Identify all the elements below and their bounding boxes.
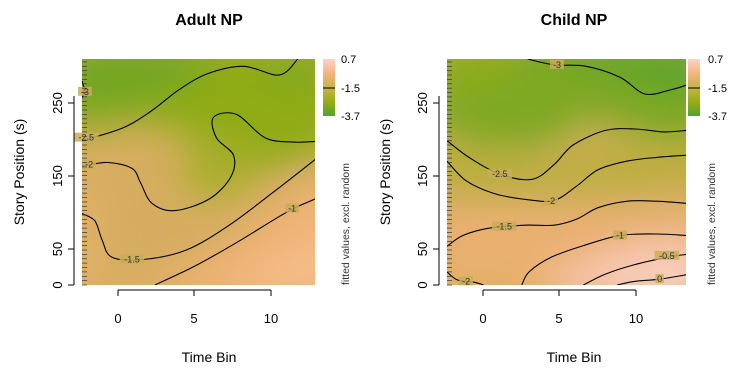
y-axis: 0 50 150 250 Story Position (s) [11, 92, 75, 289]
y-tick-label: 150 [50, 165, 65, 187]
y-tick-label: 50 [415, 242, 430, 256]
contour-label: 0 [657, 274, 662, 284]
contour-line [447, 154, 686, 202]
contour-label-background [654, 250, 680, 260]
y-tick-label: 0 [50, 281, 65, 288]
contour-label-background [285, 203, 299, 213]
panel-child-np: Child NP -3 -2.5 -2 -1.5 -1 -0.5 0 -2 [377, 12, 727, 365]
y-tick-label: 250 [50, 92, 65, 114]
heatmap-surface [447, 59, 686, 285]
contour-label-background [459, 276, 473, 286]
contour-label: -2.5 [79, 133, 95, 143]
colorbar-tick-label: 0.7 [341, 54, 356, 66]
rug-marks [447, 61, 452, 286]
contour-label: -1 [288, 204, 296, 214]
contour-label-background [82, 159, 96, 169]
colorbar-label: fitted values, excl. random [340, 163, 352, 285]
x-tick-label: 0 [479, 311, 486, 326]
colorbar-tick-label: 0.7 [708, 54, 723, 66]
contour-label-background [487, 169, 513, 179]
contour-label: -2.5 [492, 169, 508, 179]
colorbar: 0.7 -1.5 -3.7 fitted values, excl. rando… [688, 54, 727, 285]
contour-label-background [491, 221, 517, 231]
x-axis: 0 5 10 Time Bin [479, 289, 643, 365]
contour-line [447, 200, 686, 247]
contour-label-background [613, 230, 627, 240]
y-axis: 0 50 150 250 Story Position (s) [377, 92, 440, 289]
contour-label: -2 [547, 196, 555, 206]
contour-label: -1.5 [124, 255, 140, 265]
heatmap-surface [82, 59, 315, 285]
y-axis-label: Story Position (s) [377, 119, 393, 226]
contour-label: -0.5 [659, 251, 675, 261]
contour-line [82, 112, 315, 212]
panel-adult-np: Adult NP -3 -2.5 -2 -1.5 -1 0.7 [11, 12, 360, 365]
y-tick-label: 50 [50, 242, 65, 256]
x-tick-label: 5 [190, 311, 197, 326]
contour-line [616, 274, 686, 285]
contour-label-background [655, 274, 664, 284]
contour-label-background [544, 196, 558, 206]
x-tick-label: 0 [114, 311, 121, 326]
y-tick-label: 150 [415, 165, 430, 187]
contour-label: -2 [462, 276, 470, 286]
x-axis-label: Time Bin [547, 349, 602, 365]
contour-label-background [550, 59, 564, 69]
x-tick-label: 10 [629, 311, 643, 326]
rug-marks [82, 61, 87, 286]
contour-label: -3 [81, 87, 89, 97]
y-axis-label: Story Position (s) [11, 119, 27, 226]
x-tick-label: 5 [555, 311, 562, 326]
x-tick-label: 10 [264, 311, 278, 326]
contour-label-background [74, 132, 99, 142]
contour-label: -1 [616, 230, 624, 240]
contour-line [521, 233, 686, 285]
contour-label-background [78, 86, 92, 96]
contour-label: -2 [85, 160, 93, 170]
y-tick-label: 250 [415, 92, 430, 114]
colorbar-tick-label: -3.7 [708, 111, 727, 123]
chart-title: Child NP [541, 12, 608, 29]
contour-line [447, 128, 686, 181]
colorbar-tick-label: -1.5 [708, 83, 727, 95]
x-axis-label: Time Bin [182, 349, 237, 365]
colorbar-label: fitted values, excl. random [706, 163, 718, 285]
contour-labels: -3 -2.5 -2 -1.5 -1 [74, 86, 299, 265]
contour-line [82, 59, 299, 142]
colorbar: 0.7 -1.5 -3.7 fitted values, excl. rando… [323, 54, 360, 285]
contour-label: -1.5 [496, 222, 512, 232]
colorbar-tick-label: -1.5 [341, 83, 360, 95]
y-tick-label: 0 [415, 281, 430, 288]
chart-title: Adult NP [175, 12, 243, 29]
contour-label-background [119, 254, 145, 264]
x-axis: 0 5 10 Time Bin [114, 289, 278, 365]
contour-label: -3 [553, 60, 561, 70]
contour-labels: -3 -2.5 -2 -1.5 -1 -0.5 0 -2 [459, 59, 680, 286]
colorbar-tick-label: -3.7 [341, 111, 360, 123]
